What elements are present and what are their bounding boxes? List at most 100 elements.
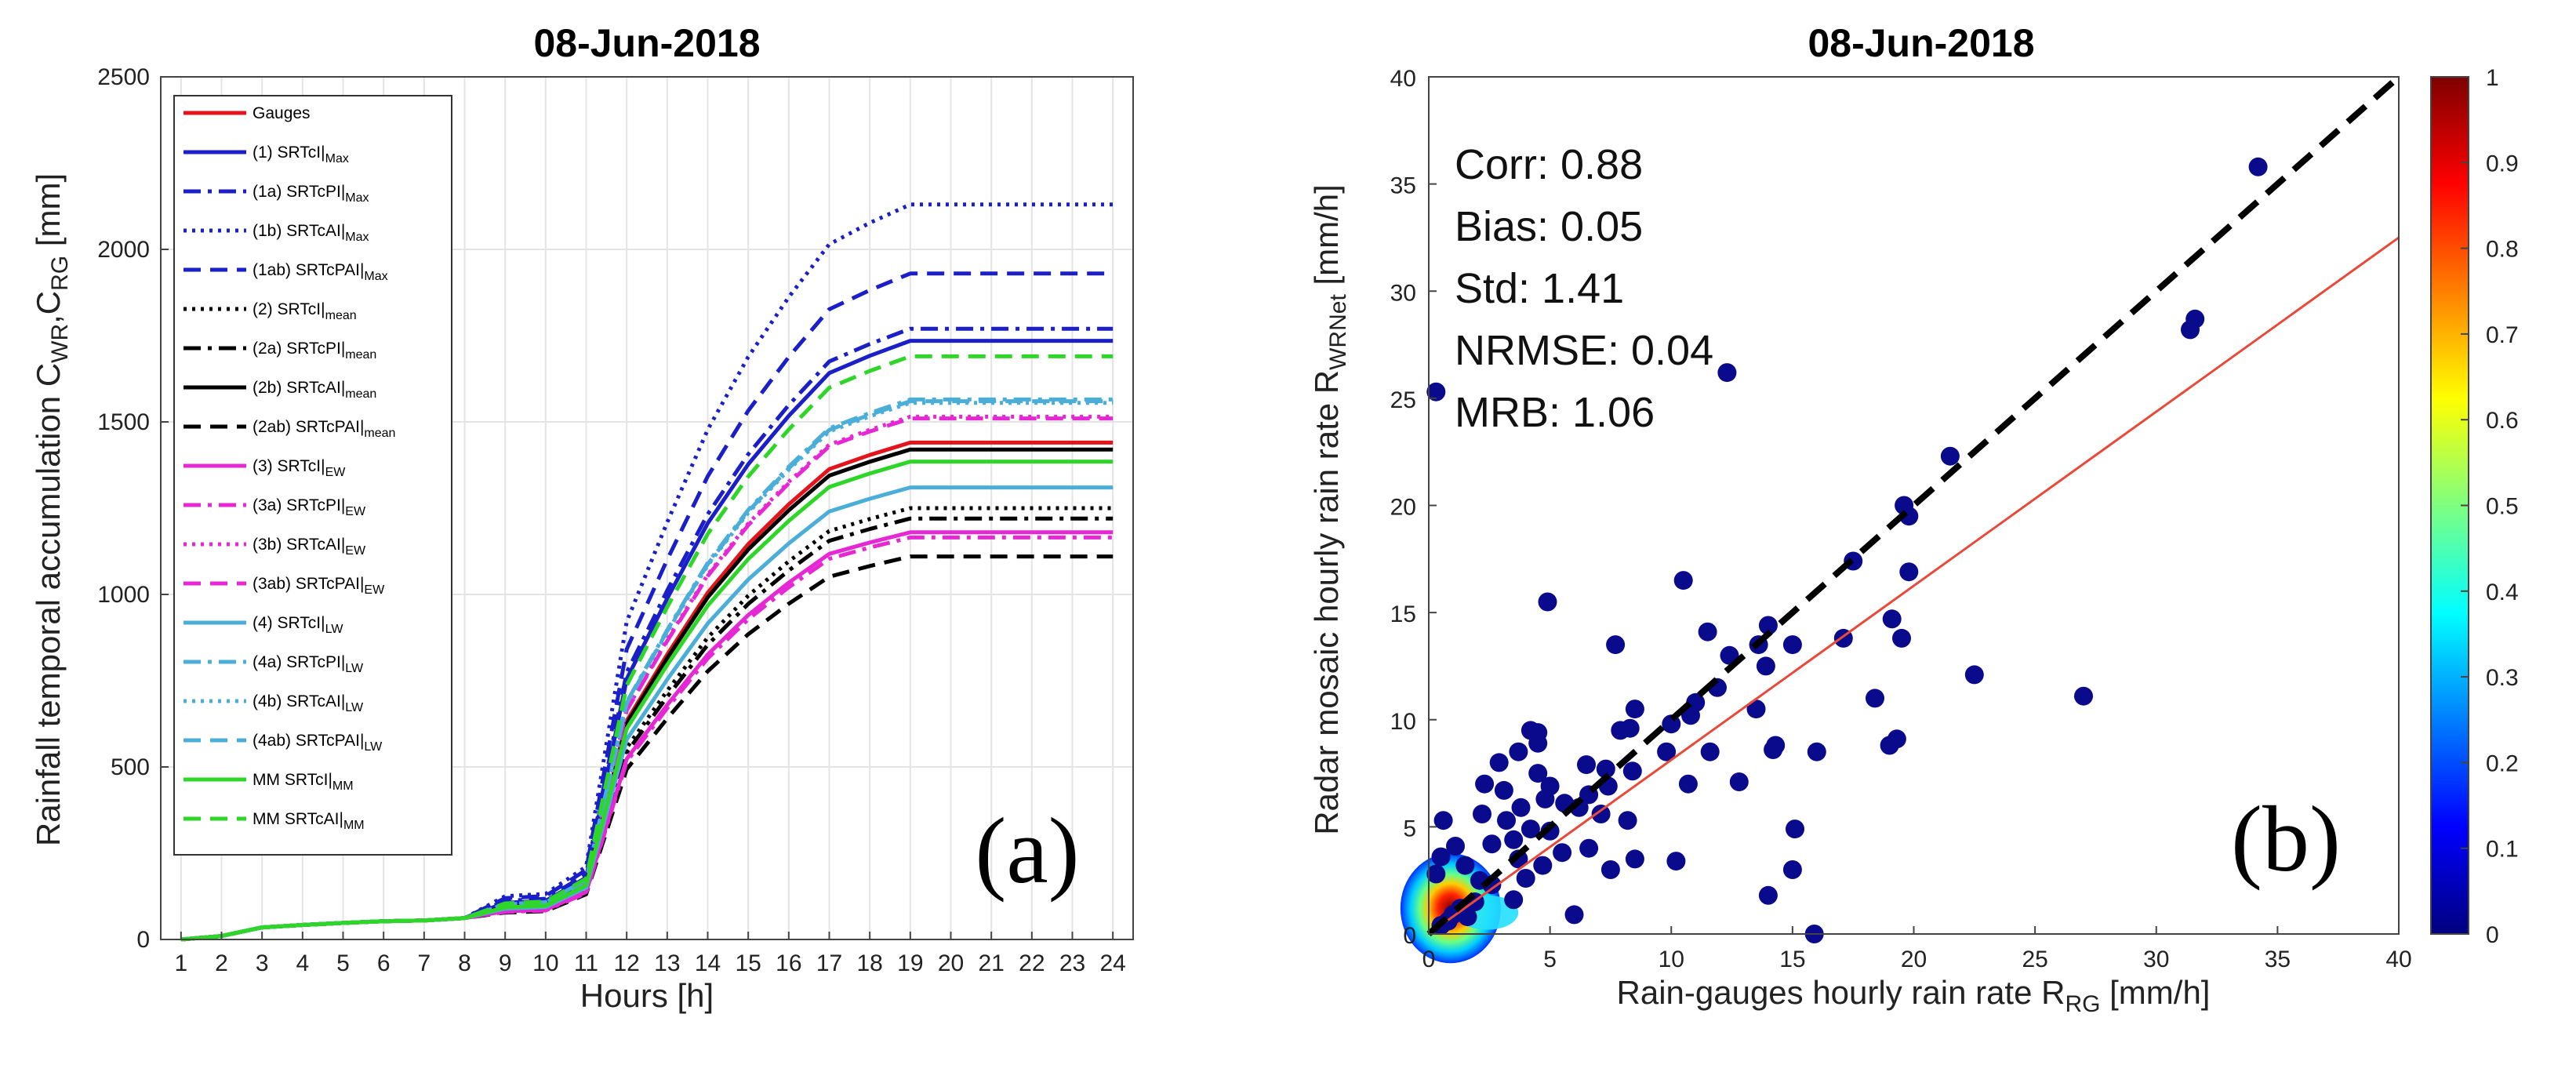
- scatter-point-49: [1489, 753, 1509, 772]
- legend-label-7: (2a) SRTcPI|mean: [253, 340, 376, 362]
- chart-b-x-label-sub: RG: [2065, 991, 2100, 1017]
- chart-a-x-tick-label: 2: [215, 950, 228, 976]
- scatter-point-9: [1899, 562, 1919, 582]
- regression-fit-line: [1428, 236, 2400, 936]
- chart-a-x-tick-label: 19: [897, 950, 923, 976]
- chart-a-y-tick-label: 500: [111, 754, 150, 780]
- legend-label-sub: LW: [345, 701, 364, 714]
- scatter-point-12: [1538, 592, 1557, 612]
- chart-a-x-tick-label: 8: [458, 950, 471, 976]
- legend-label-text: (3ab) SRTcPAI: [253, 575, 360, 593]
- chart-a-y-tick-label: 1500: [97, 409, 150, 435]
- scatter-point-29: [2074, 686, 2093, 706]
- chart-a-y-label-sub1: WR: [47, 324, 73, 363]
- chart-a-title: 08-Jun-2018: [533, 21, 760, 65]
- legend-label-10: (3) SRTcI|EW: [253, 457, 346, 479]
- legend-label-sub: EW: [345, 544, 366, 558]
- scatter-point-3: [2248, 157, 2268, 176]
- legend-label-text: (1b) SRTcAI: [253, 222, 341, 240]
- legend-label-sub: Max: [345, 191, 369, 205]
- chart-b-x-tick-label: 15: [1779, 947, 1805, 972]
- chart-b-x-tick-label: 30: [2143, 947, 2169, 972]
- chart-a-x-tick-label: 1: [174, 950, 187, 976]
- legend-label-bar: |: [321, 614, 325, 632]
- legend-label-19: MM SRTcAI|MM: [253, 810, 365, 832]
- chart-b-y-label-unit: [mm/h]: [1308, 184, 1345, 294]
- scatter-point-48: [1509, 742, 1528, 761]
- scatter-point-42: [1622, 761, 1642, 781]
- chart-a-y-label-sub2: RG: [47, 256, 73, 291]
- legend-label-11: (3a) SRTcPI|EW: [253, 496, 366, 518]
- chart-a-x-tick-label: 21: [978, 950, 1004, 976]
- chart-a-x-ticks: 1 2 3 4 5 6 7 8 9 10 11 12 13 14 15 16 17 18 19 20 21 22 23 24: [174, 932, 1126, 976]
- legend-label-5: (1ab) SRTcPAI|Max: [253, 261, 388, 283]
- legend-label-sub: Max: [345, 231, 369, 244]
- scatter-point-77: [1446, 837, 1465, 856]
- legend-label-3: (1a) SRTcPI|Max: [253, 183, 369, 205]
- legend-label-text: (2ab) SRTcPAI: [253, 418, 360, 436]
- chart-b-y-tick-label: 5: [1403, 816, 1416, 841]
- legend-label-sub: LW: [325, 623, 344, 636]
- chart-a-legend: Gauges (1) SRTcI|Max (1a) SRTcPI|Max (1b) S…: [173, 95, 452, 856]
- scatter-chart-b: 08-Jun-2018 0 5 10 15 20 25 30 35 40 05101520253…: [1308, 21, 2519, 1017]
- scatter-point-27: [1746, 700, 1766, 719]
- legend-label-18: MM SRTcI|MM: [253, 771, 354, 793]
- scatter-point-39: [1887, 729, 1906, 749]
- scatter-point-76: [1455, 856, 1475, 875]
- scatter-point-60: [1482, 834, 1502, 854]
- legend-label-bar: |: [341, 222, 345, 240]
- legend-label-16: (4b) SRTcAI|LW: [253, 692, 364, 714]
- series-line-18: [180, 460, 1114, 942]
- chart-b-panel-label: (b): [2231, 787, 2341, 891]
- scatter-point-68: [1786, 819, 1804, 839]
- scatter-point-80: [1426, 864, 1446, 884]
- legend-label-1: Gauges: [253, 104, 311, 122]
- chart-a-x-tick-label: 7: [417, 950, 431, 976]
- legend-label-sub: Max: [325, 152, 349, 165]
- colorbar-tick-label: 0.5: [2486, 494, 2519, 520]
- chart-b-x-label-unit: [mm/h]: [2100, 974, 2210, 1011]
- colorbar-tick-label: 0.9: [2486, 151, 2519, 176]
- chart-b-y-tick-label: 35: [1390, 173, 1416, 199]
- scatter-point-56: [1618, 811, 1637, 830]
- legend-label-text: (2a) SRTcPI: [253, 340, 341, 358]
- chart-a-x-tick-label: 22: [1019, 950, 1045, 976]
- chart-b-y-tick-label: 15: [1390, 601, 1416, 627]
- legend-label-sub: mean: [364, 427, 395, 440]
- chart-a-y-label: Rainfall temporal accumulation CWR,CRG […: [30, 173, 73, 846]
- legend-label-sub: EW: [345, 505, 366, 518]
- chart-a-x-tick-label: 5: [336, 950, 350, 976]
- chart-b-x-label: Rain-gauges hourly rain rate RRG [mm/h]: [1617, 974, 2211, 1017]
- scatter-point-70: [1782, 860, 1802, 879]
- scatter-point-83: [1516, 869, 1535, 888]
- scatter-point-95: [1458, 907, 1477, 927]
- legend-label-bar: |: [341, 653, 345, 671]
- legend-label-2: (1) SRTcI|Max: [253, 144, 349, 165]
- chart-a-x-label: Hours [h]: [580, 977, 714, 1014]
- scatter-point-51: [1494, 780, 1513, 800]
- scatter-point-35: [1700, 742, 1720, 761]
- chart-a-y-tick-label: 2500: [97, 64, 150, 90]
- scatter-point-89: [1511, 798, 1531, 817]
- chart-a-x-tick-label: 14: [695, 950, 721, 976]
- chart-a-y-tick-label: 2000: [97, 237, 150, 263]
- legend-label-bar: |: [341, 692, 345, 710]
- scatter-point-62: [1533, 856, 1553, 875]
- chart-a-x-tick-label: 24: [1099, 950, 1125, 976]
- chart-a-x-tick-label: 16: [776, 950, 801, 976]
- scatter-point-66: [1625, 849, 1644, 869]
- chart-a-x-tick-label: 4: [296, 950, 309, 976]
- chart-b-y-tick-label: 40: [1390, 66, 1416, 92]
- chart-b-y-tick-label: 0: [1403, 923, 1416, 949]
- scatter-point-78: [1433, 811, 1453, 830]
- scatter-point-23: [1756, 656, 1775, 676]
- scatter-point-64: [1579, 838, 1599, 858]
- chart-b-x-tick-label: 35: [2265, 947, 2291, 972]
- chart-a-x-tick-label: 11: [574, 950, 598, 976]
- colorbar-tick-label: 0.4: [2486, 580, 2519, 605]
- stat-line-4: NRMSE: 0.04: [1455, 327, 1713, 374]
- scatter-point-13: [1758, 616, 1778, 635]
- scatter-point-84: [1497, 811, 1516, 830]
- legend-label-sub: mean: [325, 309, 357, 322]
